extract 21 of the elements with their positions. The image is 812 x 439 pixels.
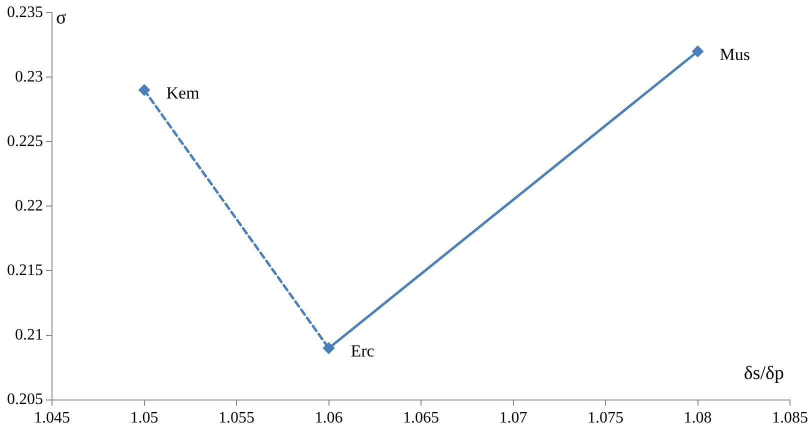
y-tick-label: 0.23: [15, 68, 43, 86]
y-tick-label: 0.22: [15, 197, 43, 214]
y-tick-label: 0.225: [7, 132, 43, 150]
y-tick-label: 0.215: [7, 262, 43, 279]
x-axis-title: δs/δp: [744, 362, 784, 384]
y-axis-title: σ: [56, 8, 66, 29]
x-tick-label: 1.045: [34, 410, 70, 427]
annotation: Erc: [350, 342, 375, 361]
annotation: Kem: [166, 84, 200, 103]
x-tick-label: 1.065: [403, 410, 439, 427]
x-tick-label: 1.05: [130, 410, 158, 427]
annotation: Mus: [720, 44, 750, 64]
x-tick-label: 1.085: [772, 410, 808, 427]
y-tick-label: 0.235: [7, 4, 43, 21]
x-tick-label: 1.08: [684, 410, 712, 427]
x-tick-label: 1.07: [499, 410, 528, 427]
x-tick-label: 1.075: [588, 410, 624, 427]
y-tick-label: 0.205: [7, 391, 43, 408]
y-tick-label: 0.21: [15, 326, 43, 344]
x-tick-label: 1.055: [218, 410, 254, 427]
x-tick-label: 1.06: [314, 410, 343, 427]
